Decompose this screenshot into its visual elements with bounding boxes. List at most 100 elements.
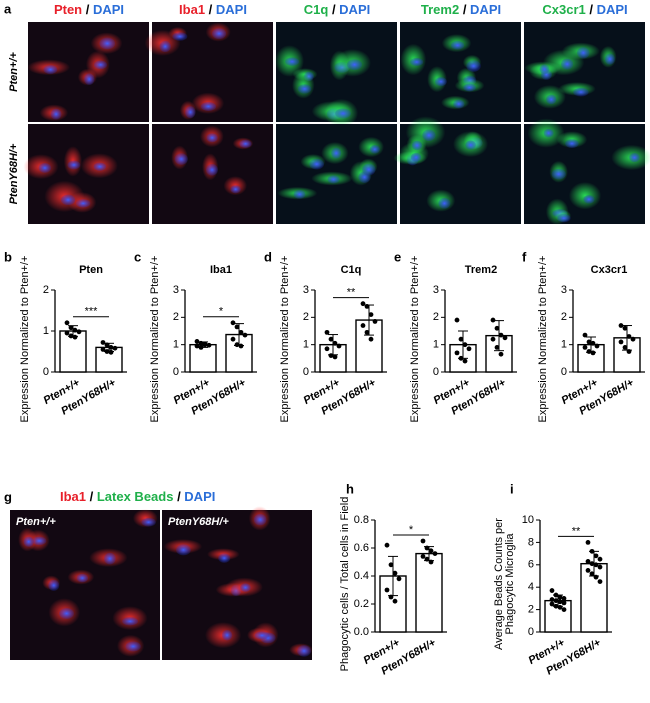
data-point — [553, 598, 559, 604]
y-tick-label: 0 — [528, 626, 534, 638]
nucleus — [327, 175, 340, 184]
nucleus — [253, 513, 267, 526]
micrograph — [144, 22, 273, 122]
data-point — [198, 345, 204, 350]
stain-header: C1q / DAPI — [304, 2, 370, 17]
data-point — [420, 538, 426, 544]
stain-name: DAPI — [470, 2, 501, 17]
data-point — [502, 335, 508, 341]
significance-label: ** — [347, 287, 356, 299]
data-point — [458, 355, 464, 361]
data-point — [332, 340, 338, 346]
micrograph — [276, 124, 397, 224]
data-point — [100, 347, 106, 352]
data-point — [64, 330, 70, 336]
y-axis-label: Average Beads Counts per — [493, 518, 505, 650]
data-point — [561, 600, 567, 606]
data-point — [585, 559, 591, 564]
nucleus — [67, 160, 81, 170]
y-tick-label: 10 — [522, 514, 534, 526]
nucleus — [410, 152, 422, 163]
nucleus — [230, 185, 241, 194]
data-point — [428, 548, 434, 554]
data-point — [364, 329, 370, 335]
data-point — [424, 556, 430, 562]
nucleus — [93, 162, 107, 171]
nucleus — [362, 163, 376, 176]
y-tick-label: 2 — [528, 604, 534, 616]
data-point — [582, 345, 588, 350]
nucleus — [422, 129, 436, 142]
nucleus — [159, 40, 171, 53]
nucleus — [463, 83, 476, 92]
micrograph — [524, 22, 645, 122]
y-tick-label: 8 — [528, 536, 534, 548]
stain-header: Pten / DAPI — [54, 2, 124, 17]
y-tick-label: 3 — [561, 284, 567, 296]
data-point — [549, 588, 555, 593]
data-point — [68, 333, 74, 339]
data-point — [238, 343, 244, 349]
y-tick-label: 1 — [303, 339, 309, 351]
cell-body — [568, 182, 602, 210]
data-point — [622, 325, 628, 331]
nucleus — [43, 64, 58, 75]
data-point — [494, 325, 500, 331]
data-point — [593, 553, 599, 559]
row-label: PtenY68H/+ — [8, 143, 20, 204]
nucleus — [573, 87, 589, 97]
data-point — [112, 345, 118, 351]
data-point — [324, 329, 330, 335]
nucleus — [50, 108, 62, 120]
stain-name: Iba1 — [60, 489, 86, 504]
y-tick-label: 6 — [528, 559, 534, 571]
stain-name: DAPI — [184, 489, 215, 504]
micrograph — [393, 116, 521, 224]
stain-name: C1q — [304, 2, 329, 17]
nucleus — [60, 194, 76, 206]
nucleus — [438, 197, 451, 209]
data-point — [388, 562, 394, 568]
nucleus — [76, 573, 89, 583]
stain-name: DAPI — [93, 2, 124, 17]
y-axis-label: Expression Normalized to Pten+/+ — [409, 256, 421, 423]
data-point — [458, 336, 464, 342]
data-point — [594, 343, 600, 349]
stain-header: Iba1 / DAPI — [179, 2, 247, 17]
nucleus — [369, 144, 381, 154]
nucleus — [122, 617, 139, 626]
y-tick-label: 0.4 — [354, 570, 369, 582]
y-tick-label: 1 — [433, 339, 439, 351]
data-point — [72, 327, 78, 333]
data-point — [332, 354, 338, 360]
y-axis-label: Expression Normalized to Pten+/+ — [19, 256, 31, 423]
nucleus — [560, 58, 574, 70]
data-point — [104, 342, 110, 348]
nucleus — [206, 133, 218, 143]
data-point — [420, 554, 426, 559]
data-point — [372, 319, 378, 324]
panel-letter: e — [394, 249, 401, 264]
nucleus — [103, 552, 116, 565]
panel-letter: i — [510, 481, 514, 496]
bar — [415, 552, 443, 633]
data-point — [589, 571, 595, 577]
y-tick-label: 0.6 — [354, 542, 369, 554]
y-tick-label: 0 — [561, 366, 567, 378]
data-point — [626, 334, 632, 339]
y-tick-label: 1 — [43, 325, 49, 337]
y-tick-label: 0 — [173, 366, 179, 378]
nucleus — [409, 57, 424, 67]
data-point — [626, 349, 632, 354]
data-point — [202, 341, 208, 347]
stain-header: Cx3cr1 / DAPI — [542, 2, 627, 17]
data-point — [597, 556, 603, 562]
data-point — [206, 342, 212, 348]
data-point — [76, 329, 82, 335]
nucleus — [434, 76, 447, 87]
y-tick-label: 2 — [43, 284, 49, 296]
data-point — [593, 562, 599, 568]
y-axis-label: Expression Normalized to Pten+/+ — [149, 256, 161, 423]
data-point — [549, 601, 555, 607]
data-point — [585, 568, 591, 573]
